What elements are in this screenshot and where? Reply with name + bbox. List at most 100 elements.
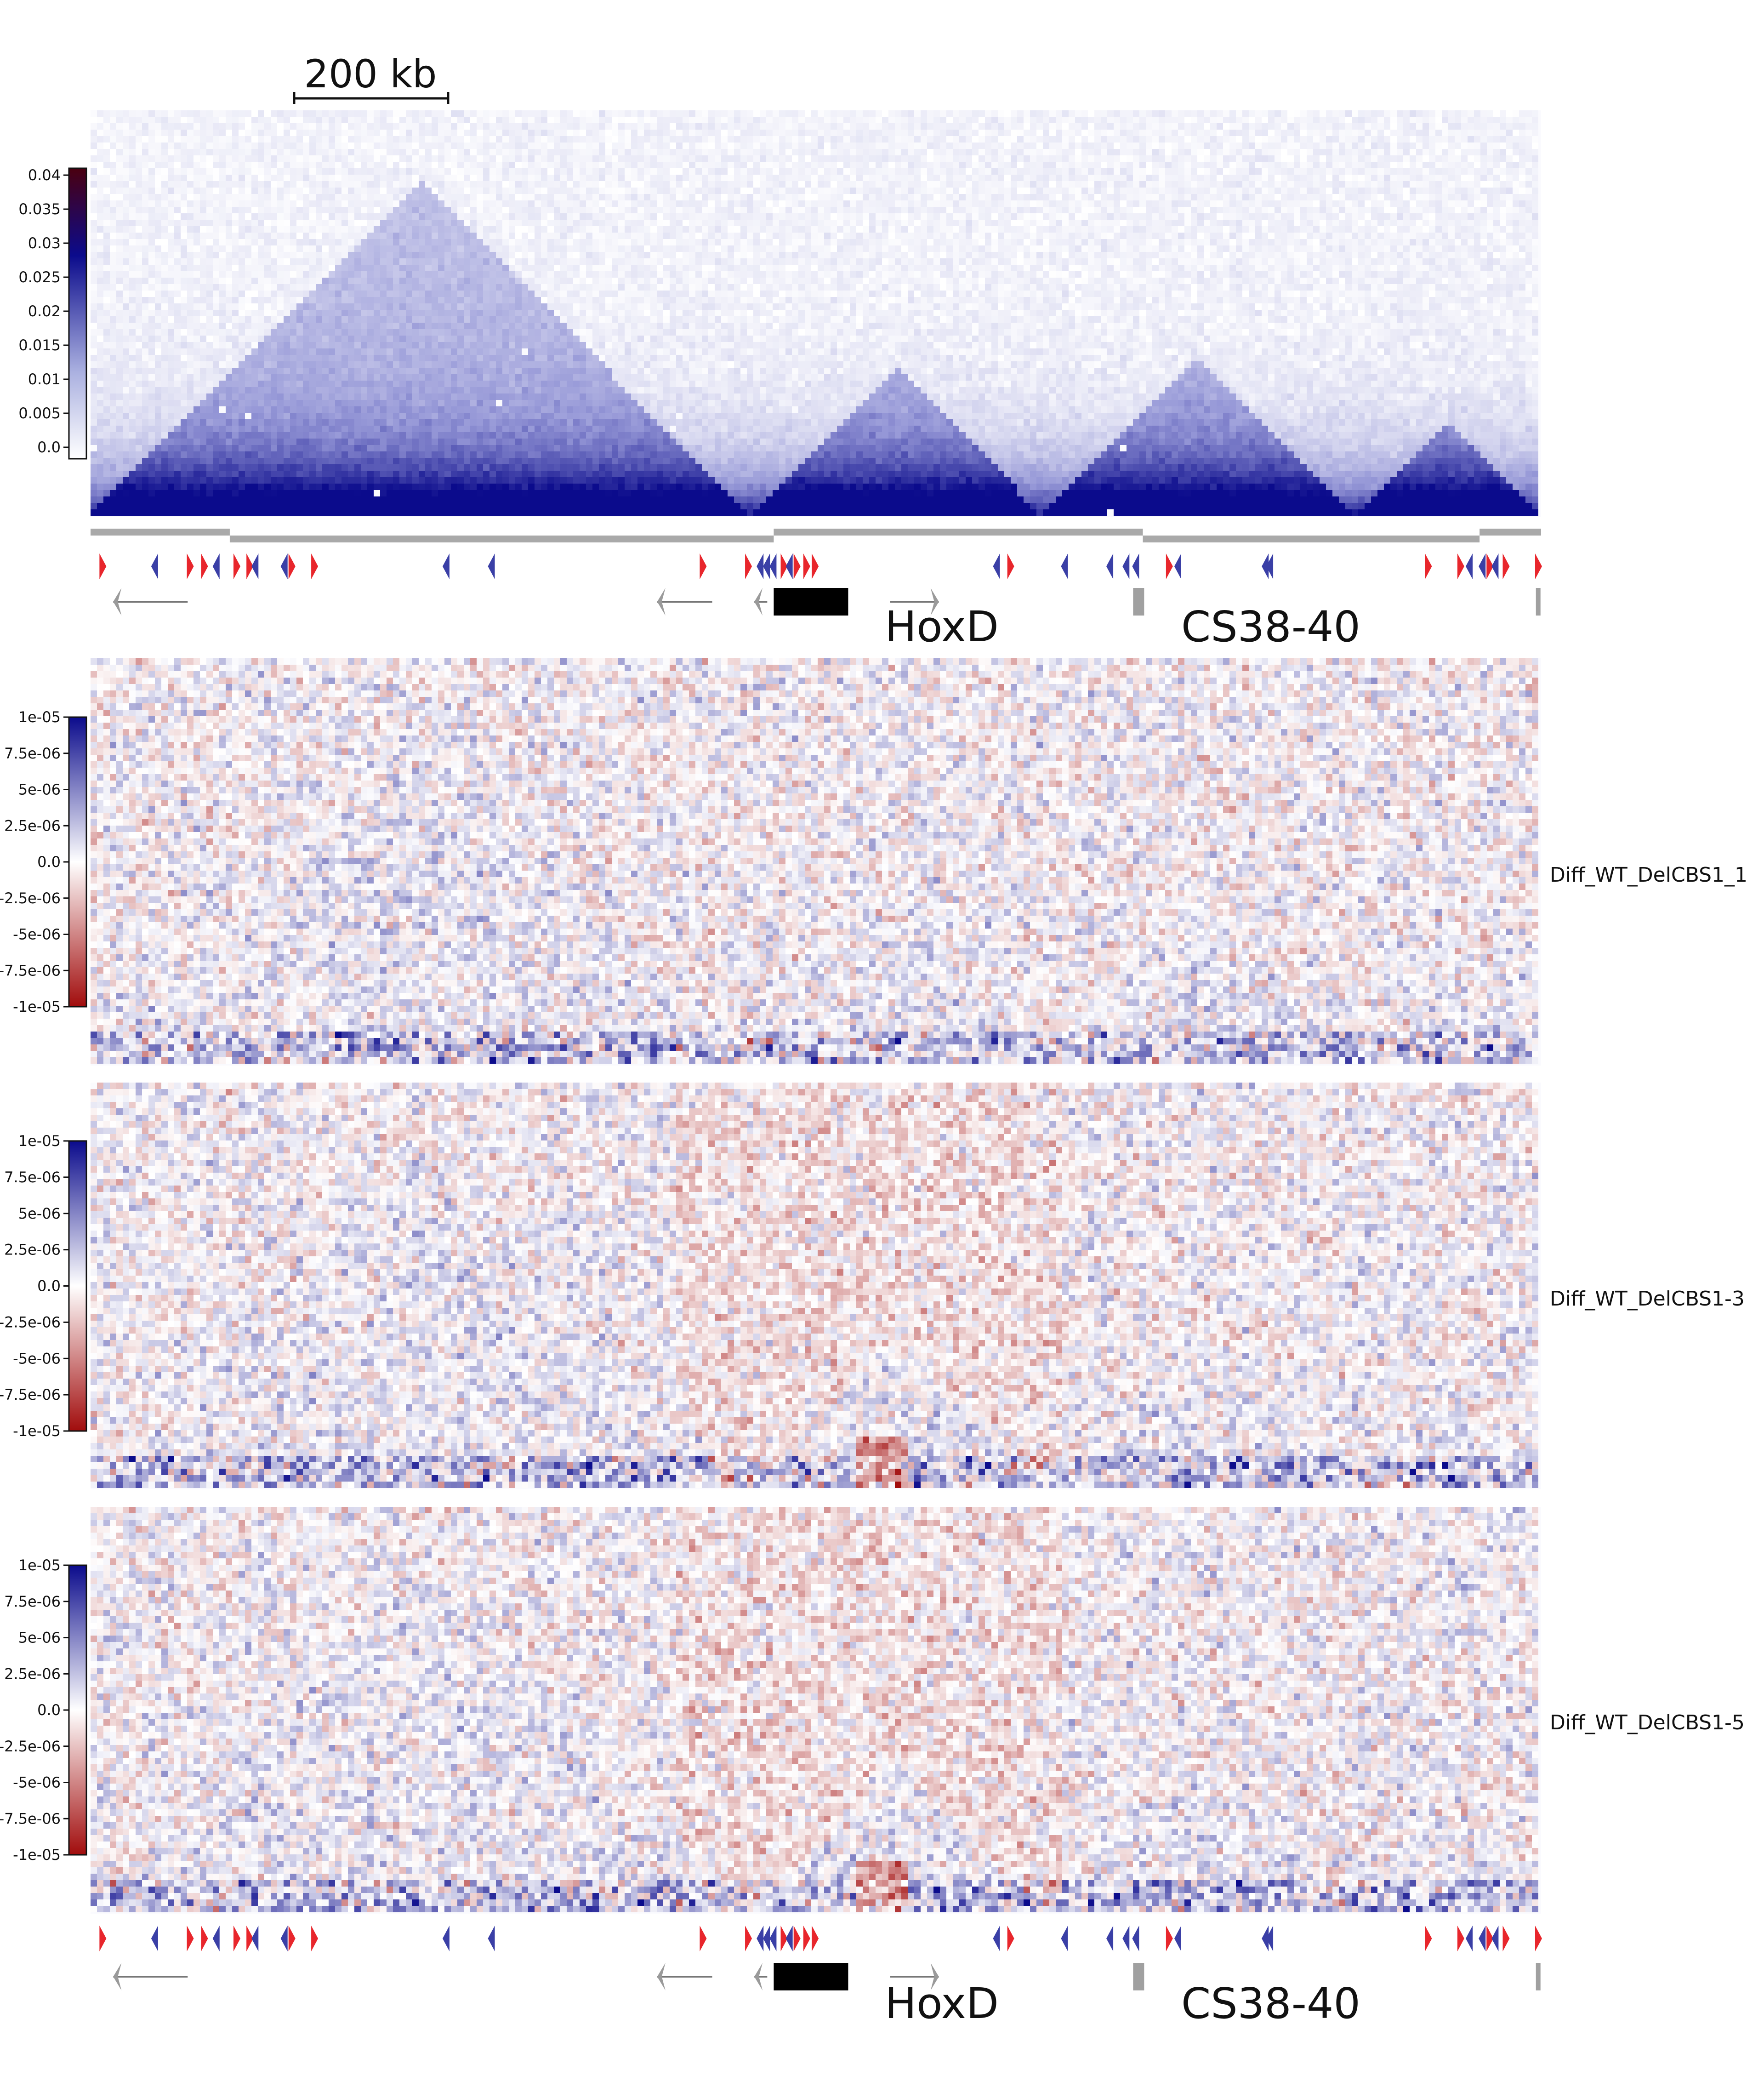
colorbar-tick-label: 0.04 — [28, 166, 61, 184]
colorbar-tick-label: 2.5e-06 — [4, 1665, 61, 1682]
colorbar-tick-label: -7.5e-06 — [0, 962, 61, 979]
ctcf-reverse-marker — [280, 1926, 288, 1951]
diff-map-panel-2: 1e-05 7.5e-06 5e-06 2.5e-06 0.0 -2.5e-06 -5e-0… — [0, 1083, 1745, 1489]
tad-segment — [1479, 529, 1541, 536]
hoxd-label: HoxD — [885, 602, 999, 651]
colorbar-tick-label: 0.025 — [18, 268, 61, 286]
ctcf-forward-marker — [793, 1926, 801, 1951]
cs-element-block — [1133, 588, 1144, 616]
ctcf-reverse-marker — [769, 1926, 777, 1951]
ctcf-reverse-marker — [1061, 553, 1068, 579]
colorbar-tick-label: 7.5e-06 — [4, 1169, 61, 1186]
contact-map-panel: 0.04 0.035 0.03 0.025 0.02 0.015 0.01 0.005 0.0 — [18, 110, 1541, 517]
colorbar — [68, 716, 87, 1008]
colorbar-tick-label: 0.01 — [28, 371, 61, 388]
ctcf-forward-marker — [1007, 553, 1014, 579]
ctcf-reverse-marker — [212, 1926, 220, 1951]
colorbar-tick-label: -1e-05 — [13, 1422, 61, 1440]
colorbar-tick-label: 5e-06 — [18, 781, 61, 798]
colorbar-tick-label: -2.5e-06 — [0, 889, 61, 907]
ctcf-reverse-marker — [1491, 553, 1499, 579]
ctcf-reverse-marker — [1122, 1926, 1130, 1951]
ctcf-reverse-marker — [1174, 553, 1181, 579]
colorbar — [68, 167, 87, 460]
ctcf-forward-marker — [1502, 553, 1510, 579]
colorbar — [68, 1140, 87, 1432]
ctcf-reverse-marker — [251, 553, 259, 579]
colorbar-tick-label: -2.5e-06 — [0, 1738, 61, 1755]
colorbar-tick-label: -5e-06 — [13, 1350, 61, 1367]
heatmap-panels: 0.040.0350.030.0250.020.0150.010.0050.01… — [0, 110, 1747, 1914]
ctcf-forward-marker — [1502, 1926, 1510, 1951]
ctcf-reverse-marker — [785, 1926, 793, 1951]
track-label: Diff_WT_DelCBS1-5 — [1550, 1711, 1745, 1734]
colorbar — [68, 1564, 87, 1856]
hoxd-label-bottom: HoxD — [885, 1979, 999, 2028]
ctcf-forward-marker — [745, 1926, 752, 1951]
diff-map-panel-1: 1e-05 7.5e-06 5e-06 2.5e-06 0.0 -2.5e-06 -5e-0… — [0, 658, 1747, 1066]
ctcf-forward-marker — [1166, 553, 1173, 579]
ctcf-reverse-marker — [769, 553, 777, 579]
colorbar-tick-label: 1e-05 — [18, 708, 61, 726]
colorbar-tick-label: 0.0 — [37, 1701, 61, 1719]
edge-element-block — [1536, 1963, 1541, 1990]
ctcf-reverse-marker — [1061, 1926, 1068, 1951]
scale-bar-label: 200 kb — [304, 51, 437, 97]
track-label: Diff_WT_DelCBS1-3 — [1550, 1287, 1745, 1311]
colorbar-tick-label: 5e-06 — [18, 1205, 61, 1222]
ctcf-forward-marker — [1007, 1926, 1014, 1951]
tad-segment — [1143, 536, 1480, 542]
scale-bar: 200 kb — [293, 51, 450, 104]
colorbar-tick-label: 0.03 — [28, 234, 61, 252]
ctcf-forward-marker — [812, 553, 819, 579]
colorbar-tick-label: 7.5e-06 — [4, 745, 61, 762]
ctcf-reverse-marker — [442, 1926, 450, 1951]
ctcf-reverse-marker — [1132, 553, 1139, 579]
colorbar-tick-label: 1e-05 — [18, 1132, 61, 1150]
ctcf-reverse-marker — [151, 1926, 158, 1951]
ctcf-forward-marker — [311, 1926, 319, 1951]
ctcf-forward-marker — [803, 1926, 810, 1951]
colorbar-tick-label: -7.5e-06 — [0, 1810, 61, 1827]
colorbar-tick-label: 0.0 — [37, 439, 61, 456]
ctcf-reverse-marker — [1466, 1926, 1473, 1951]
ctcf-forward-marker — [311, 553, 319, 579]
ctcf-reverse-marker — [488, 1926, 495, 1951]
ctcf-forward-marker — [233, 1926, 241, 1951]
diff-map-panel-3: 1e-05 7.5e-06 5e-06 2.5e-06 0.0 -2.5e-06 -5e-0… — [0, 1507, 1745, 1914]
ctcf-reverse-marker — [251, 1926, 259, 1951]
ctcf-forward-marker — [288, 553, 296, 579]
ctcf-forward-marker — [700, 553, 707, 579]
ctcf-reverse-marker — [280, 553, 288, 579]
ctcf-reverse-marker — [1132, 1926, 1139, 1951]
colorbar-tick-label: 0.035 — [18, 200, 61, 218]
colorbar-tick-label: 2.5e-06 — [4, 1241, 61, 1259]
ctcf-forward-marker — [1457, 553, 1464, 579]
colorbar-tick-label: 0.0 — [37, 853, 61, 871]
ctcf-reverse-marker — [757, 1926, 764, 1951]
colorbar-tick-label: 7.5e-06 — [4, 1593, 61, 1610]
ctcf-forward-marker — [201, 1926, 208, 1951]
ctcf-forward-marker — [1535, 553, 1542, 579]
cs38-40-label-bottom: CS38-40 — [1181, 1979, 1360, 2028]
ctcf-reverse-marker — [488, 553, 495, 579]
ctcf-reverse-marker — [1106, 1926, 1114, 1951]
cs-element-block — [1133, 1963, 1144, 1990]
ctcf-reverse-marker — [785, 553, 793, 579]
ctcf-forward-marker — [1535, 1926, 1542, 1951]
ctcf-forward-marker — [1425, 1926, 1432, 1951]
ctcf-forward-marker — [99, 1926, 107, 1951]
ctcf-forward-marker — [793, 553, 801, 579]
ctcf-reverse-marker — [1466, 553, 1473, 579]
ctcf-forward-marker — [1425, 553, 1432, 579]
ctcf-forward-marker — [187, 553, 194, 579]
ctcf-reverse-marker — [442, 553, 450, 579]
ctcf-forward-marker — [803, 553, 810, 579]
track-label: Diff_WT_DelCBS1_1 — [1550, 863, 1747, 887]
ctcf-forward-marker — [288, 1926, 296, 1951]
ctcf-reverse-marker — [993, 1926, 1000, 1951]
tad-segment — [91, 529, 230, 536]
ctcf-reverse-marker — [1122, 553, 1130, 579]
hoxd-cluster-block — [774, 1963, 848, 1990]
